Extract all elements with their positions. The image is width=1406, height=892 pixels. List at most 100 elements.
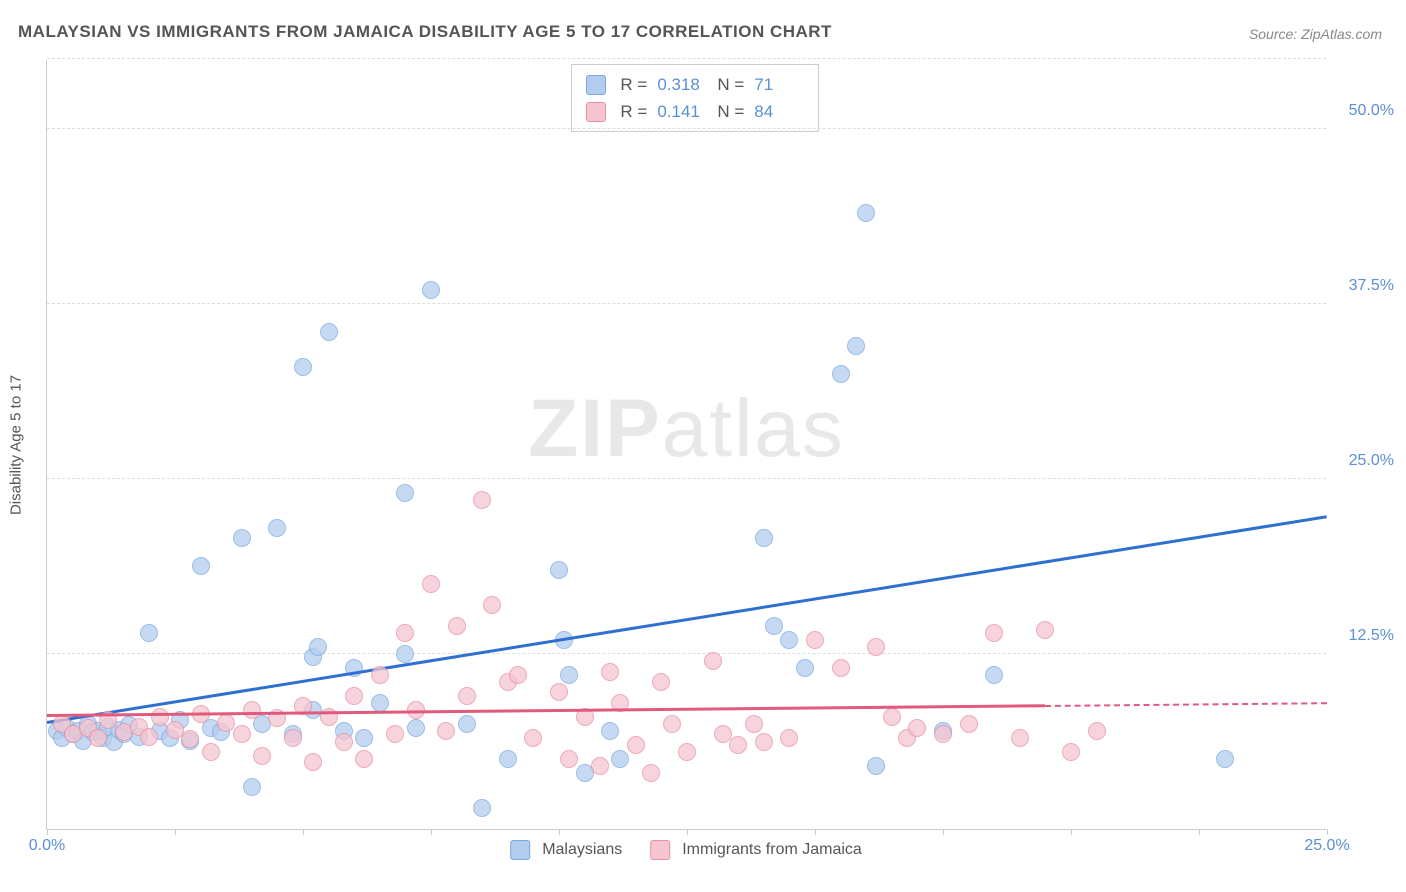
- scatter-point: [560, 750, 578, 768]
- scatter-point: [345, 687, 363, 705]
- scatter-point: [765, 617, 783, 635]
- trend-line-extension: [1045, 702, 1327, 707]
- scatter-point: [591, 757, 609, 775]
- x-tick: [687, 829, 688, 835]
- scatter-point: [1216, 750, 1234, 768]
- scatter-point: [652, 673, 670, 691]
- x-tick: [559, 829, 560, 835]
- x-tick: [1327, 829, 1328, 835]
- x-tick: [943, 829, 944, 835]
- swatch-legend-2: [650, 840, 670, 860]
- scatter-point: [601, 663, 619, 681]
- n-value-1: 71: [754, 71, 804, 98]
- y-tick-label: 50.0%: [1349, 102, 1394, 120]
- scatter-point: [806, 631, 824, 649]
- scatter-point: [934, 725, 952, 743]
- scatter-point: [796, 659, 814, 677]
- r-value-1: 0.318: [657, 71, 707, 98]
- scatter-point: [396, 484, 414, 502]
- legend-item-2: Immigrants from Jamaica: [650, 840, 862, 860]
- chart-area: Disability Age 5 to 17 ZIPatlas R = 0.31…: [46, 60, 1326, 830]
- scatter-point: [867, 638, 885, 656]
- scatter-point: [985, 666, 1003, 684]
- scatter-point: [550, 561, 568, 579]
- scatter-point: [202, 743, 220, 761]
- scatter-point: [335, 733, 353, 751]
- scatter-point: [832, 365, 850, 383]
- scatter-point: [1062, 743, 1080, 761]
- scatter-point: [151, 708, 169, 726]
- gridline: [47, 128, 1326, 129]
- scatter-point: [847, 337, 865, 355]
- scatter-point: [422, 281, 440, 299]
- scatter-point: [755, 733, 773, 751]
- scatter-point: [192, 557, 210, 575]
- r-value-2: 0.141: [657, 98, 707, 125]
- stats-row-2: R = 0.141 N = 84: [586, 98, 804, 125]
- stats-box: R = 0.318 N = 71 R = 0.141 N = 84: [571, 64, 819, 132]
- scatter-point: [140, 624, 158, 642]
- scatter-point: [396, 624, 414, 642]
- scatter-point: [396, 645, 414, 663]
- x-tick: [303, 829, 304, 835]
- scatter-point: [243, 701, 261, 719]
- watermark: ZIPatlas: [528, 382, 845, 476]
- source-attribution: Source: ZipAtlas.com: [1249, 26, 1382, 42]
- scatter-point: [233, 725, 251, 743]
- scatter-point: [89, 729, 107, 747]
- x-tick: [47, 829, 48, 835]
- scatter-point: [371, 666, 389, 684]
- scatter-point: [560, 666, 578, 684]
- scatter-point: [473, 491, 491, 509]
- scatter-point: [448, 617, 466, 635]
- scatter-point: [294, 358, 312, 376]
- scatter-point: [729, 736, 747, 754]
- scatter-point: [663, 715, 681, 733]
- y-tick-label: 25.0%: [1349, 452, 1394, 470]
- x-tick: [1199, 829, 1200, 835]
- swatch-legend-1: [510, 840, 530, 860]
- scatter-point: [960, 715, 978, 733]
- scatter-point: [243, 778, 261, 796]
- swatch-series-2: [586, 102, 606, 122]
- scatter-point: [678, 743, 696, 761]
- scatter-point: [985, 624, 1003, 642]
- scatter-point: [371, 694, 389, 712]
- x-tick-label: 25.0%: [1304, 837, 1349, 855]
- scatter-point: [309, 638, 327, 656]
- scatter-point: [140, 728, 158, 746]
- scatter-point: [304, 753, 322, 771]
- chart-title: MALAYSIAN VS IMMIGRANTS FROM JAMAICA DIS…: [18, 22, 832, 42]
- scatter-point: [437, 722, 455, 740]
- scatter-point: [550, 683, 568, 701]
- scatter-point: [883, 708, 901, 726]
- scatter-point: [1036, 621, 1054, 639]
- n-value-2: 84: [754, 98, 804, 125]
- legend: Malaysians Immigrants from Jamaica: [510, 840, 862, 860]
- scatter-plot: ZIPatlas R = 0.318 N = 71 R = 0.141 N = …: [46, 60, 1326, 830]
- swatch-series-1: [586, 75, 606, 95]
- scatter-point: [642, 764, 660, 782]
- scatter-point: [704, 652, 722, 670]
- scatter-point: [407, 719, 425, 737]
- stats-row-1: R = 0.318 N = 71: [586, 71, 804, 98]
- scatter-point: [1011, 729, 1029, 747]
- scatter-point: [745, 715, 763, 733]
- scatter-point: [253, 747, 271, 765]
- scatter-point: [422, 575, 440, 593]
- scatter-point: [832, 659, 850, 677]
- gridline: [47, 58, 1326, 59]
- y-tick-label: 37.5%: [1349, 277, 1394, 295]
- scatter-point: [233, 529, 251, 547]
- scatter-point: [458, 687, 476, 705]
- scatter-point: [320, 323, 338, 341]
- scatter-point: [908, 719, 926, 737]
- scatter-point: [181, 730, 199, 748]
- x-tick-label: 0.0%: [29, 837, 65, 855]
- scatter-point: [386, 725, 404, 743]
- scatter-point: [611, 750, 629, 768]
- scatter-point: [627, 736, 645, 754]
- gridline: [47, 478, 1326, 479]
- scatter-point: [780, 631, 798, 649]
- scatter-point: [268, 519, 286, 537]
